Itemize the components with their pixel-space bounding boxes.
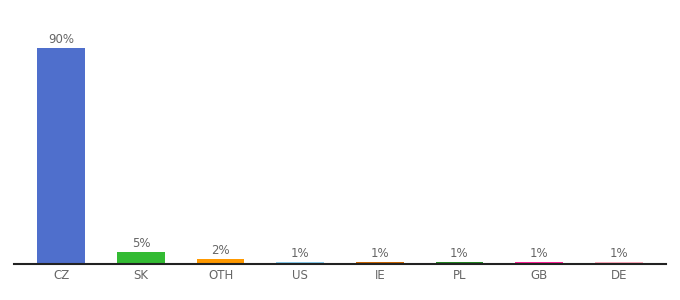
Bar — [197, 259, 245, 264]
Bar — [595, 262, 643, 264]
Text: 1%: 1% — [530, 247, 548, 260]
Bar — [117, 252, 165, 264]
Text: 1%: 1% — [609, 247, 628, 260]
Bar — [276, 262, 324, 264]
Text: 1%: 1% — [291, 247, 309, 260]
Bar — [37, 48, 85, 264]
Text: 2%: 2% — [211, 244, 230, 257]
Bar — [356, 262, 404, 264]
Text: 5%: 5% — [132, 237, 150, 250]
Text: 1%: 1% — [371, 247, 389, 260]
Bar — [435, 262, 483, 264]
Text: 90%: 90% — [48, 33, 74, 46]
Bar — [515, 262, 563, 264]
Text: 1%: 1% — [450, 247, 469, 260]
